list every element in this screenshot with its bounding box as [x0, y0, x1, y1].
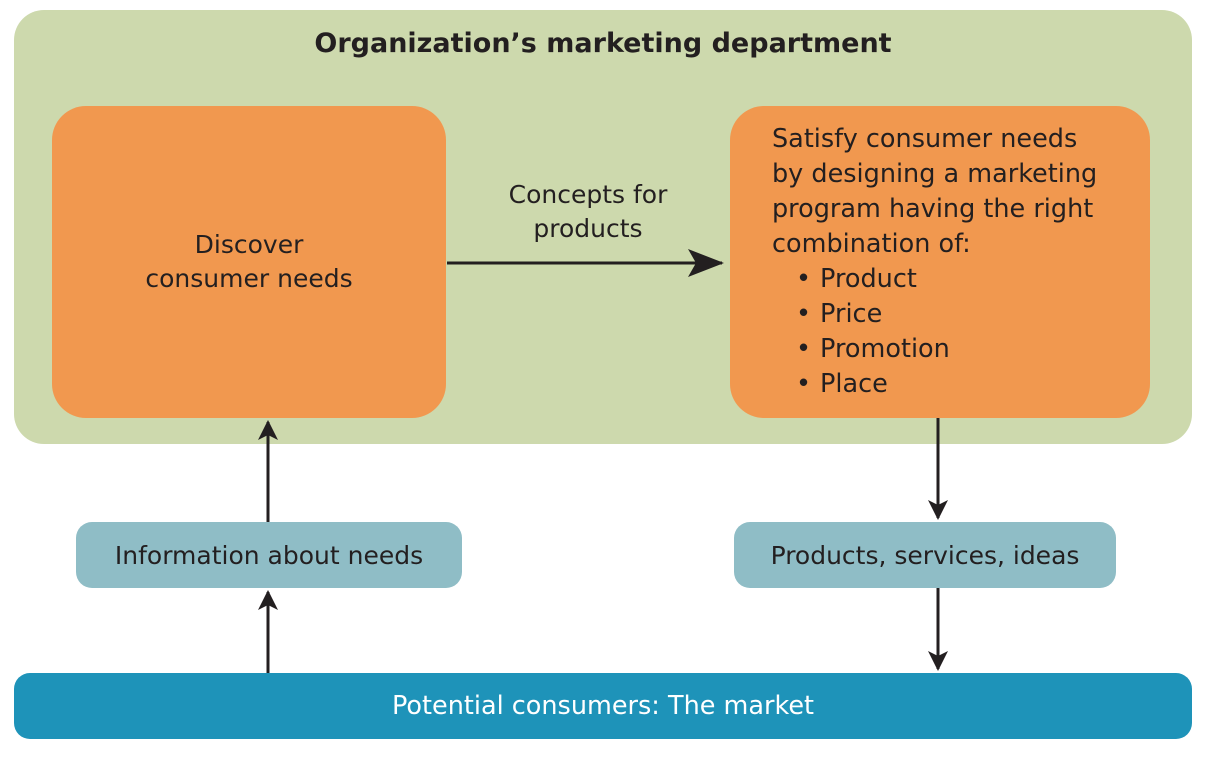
marketing-mix-list: Product Price Promotion Place [772, 262, 1140, 402]
satisfy-line-4: combination of: [772, 229, 971, 259]
products-services-ideas-box: Products, services, ideas [734, 522, 1116, 588]
satisfy-line-3: program having the right [772, 194, 1094, 224]
concepts-line-2: products [533, 214, 643, 243]
mix-item-product: Product [796, 262, 1140, 297]
information-about-needs-box: Information about needs [76, 522, 462, 588]
discover-line-2: consumer needs [145, 264, 353, 293]
satisfy-line-1: Satisfy consumer needs [772, 124, 1078, 154]
satisfy-line-2: by designing a marketing [772, 159, 1098, 189]
discover-needs-box: Discover consumer needs [52, 106, 446, 418]
discover-line-1: Discover [194, 230, 304, 259]
department-title: Organization’s marketing department [314, 28, 892, 59]
mix-item-place: Place [796, 367, 1140, 402]
concepts-line-1: Concepts for [508, 180, 668, 209]
mix-item-price: Price [796, 297, 1140, 332]
satisfy-needs-box: Satisfy consumer needs by designing a ma… [730, 106, 1150, 418]
concepts-label: Concepts for products [470, 178, 706, 246]
potential-consumers-market-bar: Potential consumers: The market [14, 673, 1192, 739]
mix-item-promotion: Promotion [796, 332, 1140, 367]
